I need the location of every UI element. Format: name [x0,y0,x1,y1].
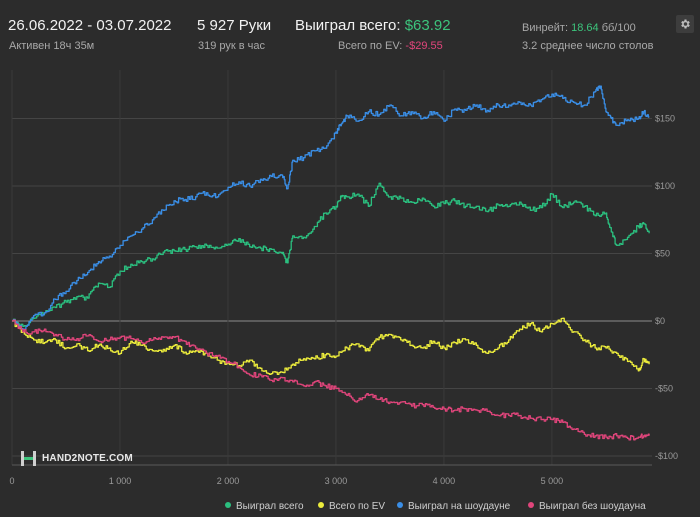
y-tick-label: $100 [655,181,675,191]
y-tick-label: $50 [655,249,670,259]
legend-item-showdown[interactable]: Выиграл на шоудауне [397,501,510,512]
series-lines [12,85,650,441]
hands-count: 5 927 Руки [197,17,272,34]
legend-dot [318,502,324,508]
legend: Выиграл всего Всего по EV Выиграл на шоу… [0,497,700,517]
chart: $150 $100 $50 $0 -$50 -$100 0 1 000 2 000 3 000 4 … [9,70,678,487]
legend-dot [397,502,403,508]
series-line-0 [12,182,650,328]
winrate-label: Винрейт: [522,22,569,34]
won-total: Выиграл всего: $63.92 [295,17,451,34]
legend-label: Всего по EV [329,501,386,512]
logo-text: HAND2NOTE.COM [42,452,133,464]
series-line-3 [12,319,650,441]
ev-total-label: Всего по EV: [338,40,403,52]
x-tick-label: 1 000 [109,476,132,486]
x-tick-label: 2 000 [217,476,240,486]
y-tick-label: -$50 [655,384,673,394]
legend-label: Выиграл на шоудауне [408,501,511,512]
legend-dot [528,502,534,508]
legend-label: Выиграл всего [236,501,304,512]
grid [11,70,652,465]
winrate-value: 18.64 [571,22,599,34]
series-line-2 [12,85,650,330]
hands-per-hour: 319 рук в час [198,40,266,52]
won-total-label: Выиграл всего: [295,17,401,34]
winrate-unit: бб/100 [601,22,636,34]
y-tick-label: $0 [655,316,665,326]
date-range: 26.06.2022 - 03.07.2022 [8,17,172,34]
active-time: Активен 18ч 35м [9,40,95,52]
legend-label: Выиграл без шоудауна [539,501,646,512]
ev-total: Всего по EV: -$29.55 [338,40,443,52]
x-tick-label: 3 000 [325,476,348,486]
x-tick-label: 5 000 [541,476,564,486]
series-line-1 [12,317,650,376]
hand2note-logo-icon [21,450,36,466]
legend-dot [225,502,231,508]
y-tick-label: $150 [655,114,675,124]
won-total-value: $63.92 [404,17,451,34]
settings-button[interactable] [676,15,694,33]
legend-item-ev-total[interactable]: Всего по EV [318,501,385,512]
y-tick-label: -$100 [655,451,678,461]
ev-total-value: -$29.55 [405,40,443,52]
x-tick-label: 4 000 [433,476,456,486]
axes: $150 $100 $50 $0 -$50 -$100 0 1 000 2 000 3 000 4 … [9,114,678,487]
legend-item-won-total[interactable]: Выиграл всего [225,501,304,512]
winrate: Винрейт: 18.64 бб/100 [522,22,636,34]
legend-item-non-showdown[interactable]: Выиграл без шоудауна [528,501,646,512]
gear-icon [681,19,690,29]
header: 26.06.2022 - 03.07.2022 Активен 18ч 35м … [0,0,700,60]
hand2note-logo: HAND2NOTE.COM [20,449,133,467]
avg-tables: 3.2 среднее число столов [522,40,654,52]
x-tick-label: 0 [9,476,14,486]
